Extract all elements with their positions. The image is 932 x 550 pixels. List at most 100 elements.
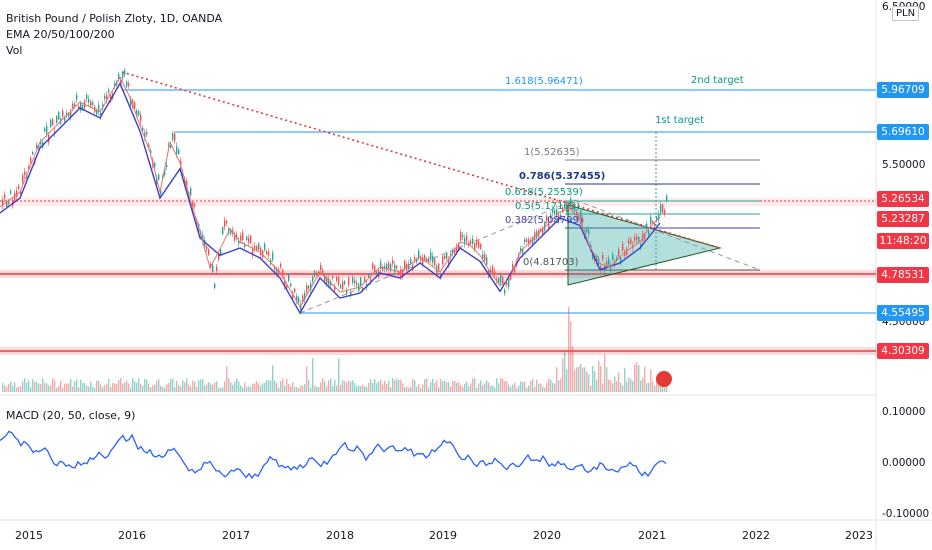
volume-legend[interactable]: Vol [6,44,23,57]
candle-body [442,256,444,265]
volume-bar [612,383,614,392]
candle-body [570,198,572,206]
volume-bar [134,381,136,392]
candle-body [274,267,276,270]
volume-bar [196,386,198,392]
time-tick: 2018 [326,529,354,542]
volume-bar [578,366,580,392]
volume-bar [332,386,334,392]
macd-tick: 0.00000 [882,457,926,469]
volume-bar [492,385,494,392]
volume-bar [2,383,4,392]
candle-body [78,105,80,109]
candle-body [36,144,38,149]
candle-body [294,288,296,293]
volume-bar [638,365,640,392]
volume-bar [364,386,366,392]
candle-body [558,215,560,220]
ema-legend[interactable]: EMA 20/50/100/200 [6,28,115,41]
volume-bar [374,378,376,392]
candle-body [326,276,328,284]
volume-bar [192,380,194,392]
candle-body [514,269,516,273]
volume-bar [270,380,272,392]
volume-bar [330,378,332,392]
price-tag-2nd-target: 5.96709 [877,82,929,98]
volume-bar [630,378,632,392]
volume-bar [434,382,436,392]
candle-body [586,229,588,233]
volume-bar [582,367,584,392]
candle-body [446,252,448,259]
candle-body [454,249,456,254]
candle-body [508,279,510,288]
volume-bar [12,385,14,392]
volume-bar [72,386,74,392]
candle-body [546,215,548,222]
volume-bar [230,382,232,392]
volume-bar [104,384,106,392]
volume-bar [554,383,556,392]
volume-bar [76,379,78,392]
volume-bar [666,382,668,392]
volume-bar [444,380,446,392]
volume-bar [494,387,496,392]
candle-body [494,271,496,275]
volume-bar [538,383,540,392]
volume-bar [262,383,264,392]
volume-bar [620,382,622,392]
volume-bar [394,380,396,392]
flag-icon [656,371,672,387]
time-tick: 2015 [15,529,43,542]
volume-bar [606,367,608,392]
candle-body [170,145,172,148]
price-tick: 5.50000 [882,159,926,171]
currency-badge[interactable]: PLN [892,6,920,21]
candle-body [306,285,308,293]
candle-body [664,210,666,215]
candle-body [388,262,390,269]
macd-legend[interactable]: MACD (20, 50, close, 9) [6,409,136,422]
volume-bar [6,387,8,392]
volume-bar [36,381,38,392]
candle-body [28,165,30,170]
volume-bar [426,378,428,392]
volume-bar [170,379,172,392]
volume-bar [564,351,566,392]
volume-bar [486,380,488,392]
candle-body [422,257,424,265]
volume-bar [236,378,238,392]
candle-body [620,257,622,264]
candle-body [106,94,108,101]
volume-bar [156,380,158,392]
volume-bar [242,387,244,392]
candle-body [606,261,608,267]
candle-body [462,235,464,238]
volume-bar [32,379,34,392]
candle-body [356,282,358,286]
volume-bar [634,364,636,392]
candle-body [46,125,48,134]
volume-bar [464,383,466,392]
candle-body [504,289,506,294]
candle-body [2,199,4,207]
volume-bar [122,383,124,392]
volume-bar [484,383,486,392]
volume-bar [552,382,554,392]
volume-bar [68,383,70,392]
ema-20-line [0,76,661,309]
time-tick: 2019 [429,529,457,542]
candle-body [352,277,354,283]
candle-body [320,264,322,270]
candle-body [64,117,66,122]
volume-bar [568,307,570,392]
candle-body [14,192,16,201]
candle-body [312,276,314,282]
volume-bar [232,384,234,392]
candle-body [582,218,584,223]
volume-bar [52,378,54,392]
volume-bar [608,379,610,392]
candle-body [634,237,636,241]
volume-bar [14,382,16,392]
